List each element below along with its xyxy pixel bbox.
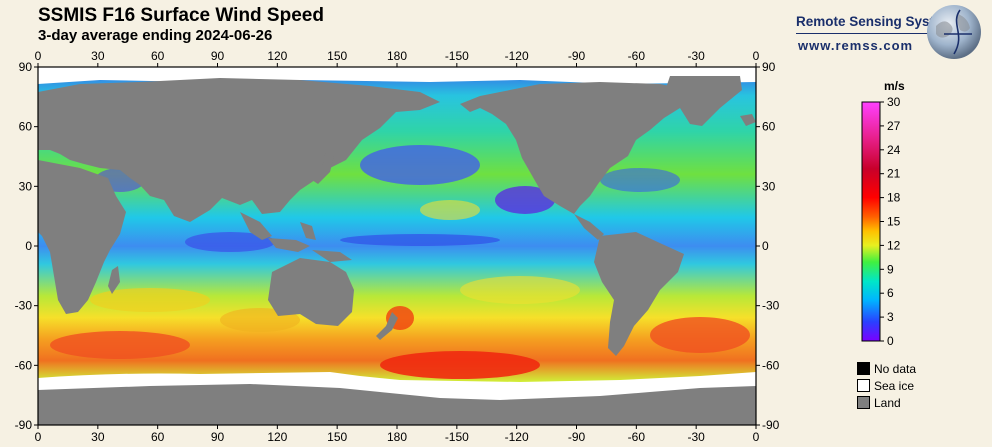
- lon-tick-bottom-label: -150: [445, 430, 469, 444]
- land-australia: [268, 258, 354, 326]
- brand-name: Remote Sensing Systems: [796, 14, 962, 29]
- legend-land: Land: [857, 396, 901, 410]
- legend-sea-ice: Sea ice: [857, 379, 914, 393]
- lon-axis-bottom: 0 30 60 90 120 150 180 -150 -120 -90 -60 -30 0: [35, 425, 760, 444]
- colorbar-tick-label: 30: [887, 95, 901, 109]
- colorbar-tick-label: 15: [887, 215, 901, 229]
- globe-logo-icon: [927, 5, 981, 59]
- land-north-america: [460, 82, 720, 214]
- lon-tick-bottom-label: -90: [568, 430, 586, 444]
- colorbar-tick-label: 12: [887, 238, 901, 252]
- land-swatch: [857, 396, 870, 409]
- colorbar: [861, 101, 881, 342]
- sea-ice-swatch: [857, 379, 870, 392]
- lon-tick-bottom-label: 0: [35, 430, 42, 444]
- lon-tick-bottom-label: 180: [387, 430, 407, 444]
- colorbar-tick-label: 21: [887, 167, 901, 181]
- colorbar-tick-label: 9: [887, 262, 894, 276]
- lon-tick-top-label: 180: [387, 49, 407, 63]
- lon-tick-bottom-label: -120: [505, 430, 529, 444]
- lon-tick-top-label: -120: [505, 49, 529, 63]
- land-south-america: [594, 232, 684, 356]
- map-subtitle: 3-day average ending 2024-06-26: [38, 27, 273, 44]
- map-title: SSMIS F16 Surface Wind Speed: [38, 5, 324, 26]
- lat-tick-left-label: 30: [19, 179, 33, 193]
- lon-tick-bottom-label: 30: [91, 430, 105, 444]
- lon-tick-top-label: 60: [151, 49, 165, 63]
- lon-tick-top-label: 30: [91, 49, 105, 63]
- lat-tick-left-label: -30: [15, 299, 33, 313]
- lat-axis-left: 90 60 30 0 -30 -60 -90: [15, 60, 38, 432]
- lat-tick-right-label: 30: [762, 179, 776, 193]
- land-antarctica: [38, 384, 756, 425]
- lon-tick-top-label: 90: [211, 49, 225, 63]
- land-eurasia: [38, 78, 440, 222]
- lat-tick-left-label: 90: [19, 60, 33, 74]
- legend-no-data: No data: [857, 362, 916, 376]
- lat-tick-right-label: -30: [762, 299, 780, 313]
- lon-tick-bottom-label: 150: [327, 430, 347, 444]
- lon-tick-top-label: 120: [267, 49, 287, 63]
- lat-tick-right-label: 60: [762, 120, 776, 134]
- lat-axis-right: 90 60 30 0 -30 -60 -90: [756, 60, 780, 432]
- lon-tick-top-label: -60: [628, 49, 646, 63]
- brand-url: www.remss.com: [798, 38, 914, 53]
- lon-tick-top-label: 0: [35, 49, 42, 63]
- lon-tick-bottom-label: 60: [151, 430, 165, 444]
- no-data-swatch: [857, 362, 870, 375]
- lon-tick-top-label: -90: [568, 49, 586, 63]
- colorbar-tick-label: 27: [887, 119, 901, 133]
- lon-tick-bottom-label: 0: [753, 430, 760, 444]
- lon-tick-bottom-label: 120: [267, 430, 287, 444]
- colorbar-tick-label: 3: [887, 310, 894, 324]
- legend-sea-ice-label: Sea ice: [874, 379, 915, 393]
- lat-tick-left-label: -90: [15, 418, 33, 432]
- legend-no-data-label: No data: [874, 362, 917, 376]
- lon-tick-top-label: 0: [753, 49, 760, 63]
- lat-tick-left-label: 0: [25, 239, 32, 253]
- colorbar-unit: m/s: [884, 79, 905, 93]
- lon-tick-top-label: -150: [445, 49, 469, 63]
- land-greenland: [664, 76, 742, 126]
- lon-tick-bottom-label: 90: [211, 430, 225, 444]
- colorbar-tick-label: 6: [887, 286, 894, 300]
- lat-tick-left-label: 60: [19, 120, 33, 134]
- legend-land-label: Land: [874, 396, 901, 410]
- brand-underline: [796, 33, 946, 34]
- land-africa: [38, 160, 126, 314]
- lat-tick-right-label: 90: [762, 60, 776, 74]
- lat-tick-right-label: -60: [762, 358, 780, 372]
- lat-tick-left-label: -60: [15, 358, 33, 372]
- lon-axis-top: 0 30 60 90 120 150 180 -150 -120 -90 -60 -30 0: [35, 49, 760, 67]
- lon-tick-top-label: -30: [687, 49, 705, 63]
- lon-tick-bottom-label: -30: [687, 430, 705, 444]
- lon-tick-top-label: 150: [327, 49, 347, 63]
- lon-tick-bottom-label: -60: [628, 430, 646, 444]
- colorbar-tick-label: 0: [887, 334, 894, 348]
- lat-tick-right-label: 0: [762, 239, 769, 253]
- lat-tick-right-label: -90: [762, 418, 780, 432]
- colorbar-tick-label: 24: [887, 143, 901, 157]
- colorbar-tick-label: 18: [887, 191, 901, 205]
